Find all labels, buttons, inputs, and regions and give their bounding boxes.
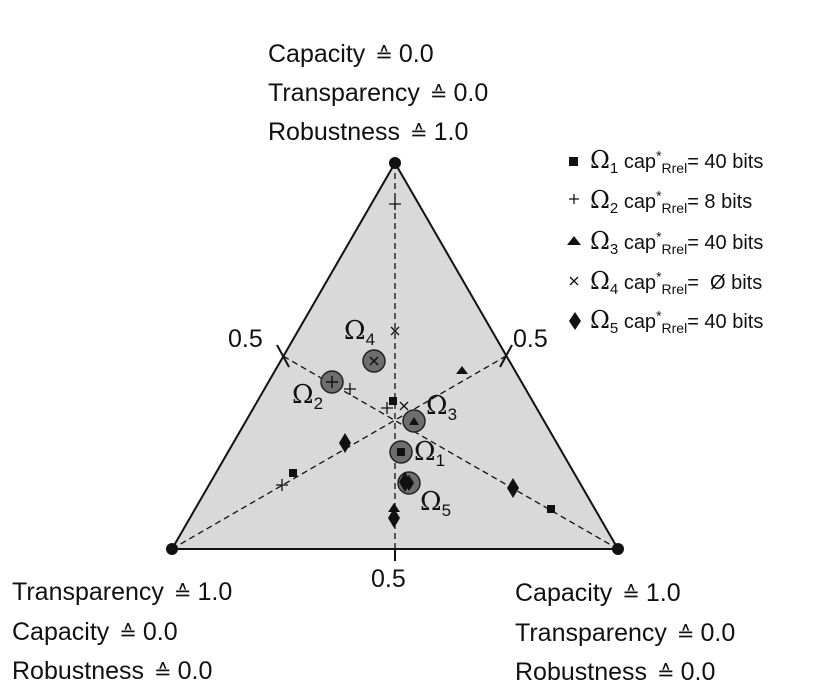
legend-row-1: Ω1 cap*Rrel= 40 bits xyxy=(590,146,764,177)
legend-cross-icon xyxy=(569,276,579,286)
square-marker xyxy=(397,448,405,456)
plus-marker xyxy=(381,402,393,414)
mean-label-omega2: Ω2 xyxy=(292,380,324,414)
triangle-marker xyxy=(409,417,419,425)
top-corner-row-2: Transparency ≙ 0.0 xyxy=(268,79,489,107)
diamond-marker xyxy=(339,433,351,453)
left-corner-row-1: Transparency ≙ 1.0 xyxy=(12,578,233,606)
legend-row-3: Ω3 cap*Rrel= 40 bits xyxy=(590,227,764,258)
plus-marker xyxy=(326,376,338,388)
legend-row-2: Ω2 cap*Rrel= 8 bits xyxy=(590,186,753,217)
legend-triangle-icon xyxy=(567,236,581,245)
mean-label-omega5: Ω5 xyxy=(420,487,452,521)
plus-marker xyxy=(344,383,356,395)
vertex-right xyxy=(612,543,624,555)
median-line-left xyxy=(171,355,507,550)
square-marker xyxy=(389,397,397,405)
legend-row-4: Ω4 cap*Rrel= Ø bits xyxy=(590,267,763,298)
right-corner-row-3: Robustness ≙ 0.0 xyxy=(515,658,716,686)
legend-square-icon xyxy=(569,157,578,166)
mean-label-omega1: Ω1 xyxy=(414,437,446,471)
top-corner-row-3: Robustness ≙ 1.0 xyxy=(268,118,469,146)
diamond-marker xyxy=(399,472,411,492)
triangle-marker xyxy=(456,366,468,374)
top-corner-row-1: Capacity ≙ 0.0 xyxy=(268,40,434,68)
right-corner-row-1: Capacity ≙ 1.0 xyxy=(515,579,681,607)
vertex-top xyxy=(389,157,401,169)
legend-plus-icon xyxy=(569,194,579,204)
triangle-marker xyxy=(388,503,400,512)
tick-right xyxy=(499,344,513,368)
cross-marker xyxy=(369,356,379,366)
mean-label-omega3: Ω3 xyxy=(426,391,458,425)
vertex-left xyxy=(166,543,178,555)
right-corner-row-2: Transparency ≙ 0.0 xyxy=(515,619,736,647)
mean-label-omega4: Ω4 xyxy=(344,316,376,350)
tick-left xyxy=(276,344,290,368)
plus-marker xyxy=(276,479,288,491)
cross-marker xyxy=(399,401,409,411)
midpoint-label-bottom: 0.5 xyxy=(371,565,406,593)
legend-diamond-icon xyxy=(569,312,581,330)
square-marker xyxy=(289,469,297,477)
midpoint-label-right: 0.5 xyxy=(513,325,548,353)
square-marker xyxy=(547,505,555,513)
cross-marker xyxy=(390,326,400,336)
legend-row-5: Ω5 cap*Rrel= 40 bits xyxy=(590,306,764,337)
left-corner-row-2: Capacity ≙ 0.0 xyxy=(12,618,178,646)
diamond-marker xyxy=(388,508,400,528)
plus-marker xyxy=(389,198,401,210)
diamond-marker xyxy=(507,478,519,498)
left-corner-row-3: Robustness ≙ 0.0 xyxy=(12,657,213,685)
midpoint-label-left: 0.5 xyxy=(228,325,263,353)
